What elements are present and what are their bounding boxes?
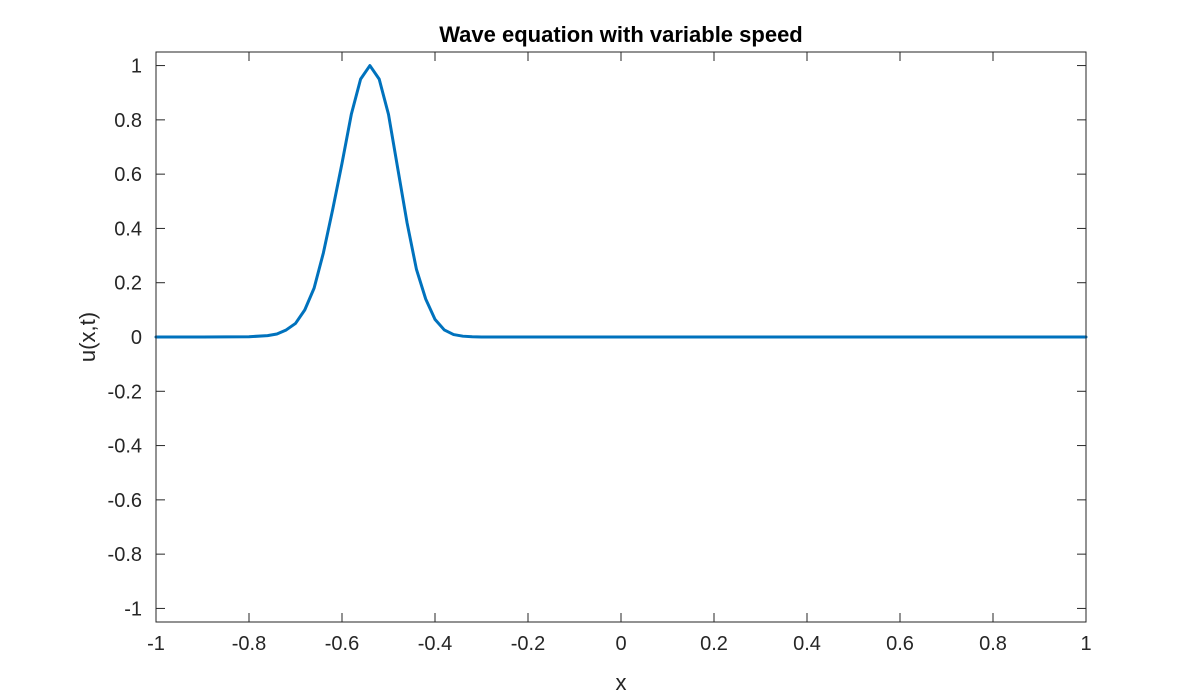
y-tick-label: 0 <box>131 327 142 349</box>
x-tick-label: 0.4 <box>793 633 821 655</box>
y-tick-label: -0.8 <box>108 544 142 566</box>
y-tick-label: 1 <box>131 56 142 78</box>
x-tick-label: -0.2 <box>511 633 545 655</box>
y-axis-label: u(x,t) <box>75 312 100 362</box>
x-tick-label: -0.6 <box>325 633 359 655</box>
axes-ticks: -1 -0.8 -0.6 -0.4 -0.2 0 0.2 0.4 0.6 0.8 1 -1 -0.8 -0… <box>108 52 1092 655</box>
x-axis-label: x <box>616 670 627 695</box>
y-tick-label: -1 <box>124 598 142 620</box>
x-tick-label: -0.8 <box>232 633 266 655</box>
series-line <box>154 64 1088 339</box>
y-tick-label: 0.6 <box>114 164 142 186</box>
y-tick-label: 0.2 <box>114 273 142 295</box>
y-tick-label: 0.8 <box>114 110 142 132</box>
x-tick-label: -1 <box>147 633 165 655</box>
y-tick-label: -0.2 <box>108 381 142 403</box>
x-tick-label: 0.8 <box>979 633 1007 655</box>
y-tick-label: -0.6 <box>108 490 142 512</box>
x-tick-label: 0 <box>615 633 626 655</box>
chart-title: Wave equation with variable speed <box>439 22 803 47</box>
series-layer <box>154 64 1088 339</box>
x-tick-label: 0.2 <box>700 633 728 655</box>
axes-box <box>155 51 1087 623</box>
y-tick-label: -0.4 <box>108 436 142 458</box>
y-tick-label: 0.4 <box>114 218 142 240</box>
x-tick-label: 0.6 <box>886 633 914 655</box>
x-tick-label: 1 <box>1080 633 1091 655</box>
x-tick-label: -0.4 <box>418 633 452 655</box>
